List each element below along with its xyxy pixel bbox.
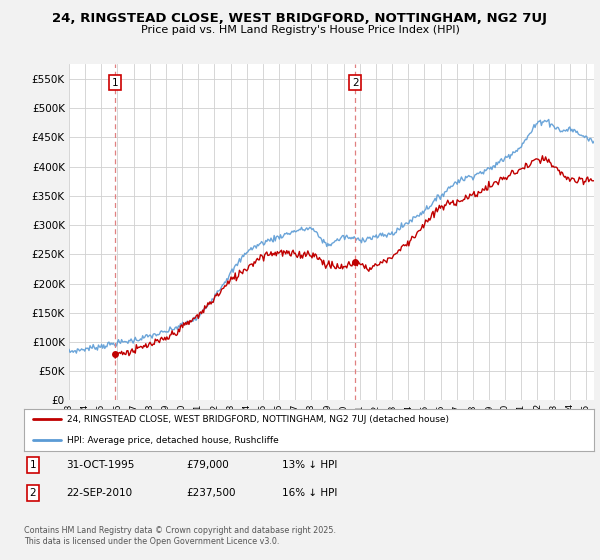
Text: 24, RINGSTEAD CLOSE, WEST BRIDGFORD, NOTTINGHAM, NG2 7UJ (detached house): 24, RINGSTEAD CLOSE, WEST BRIDGFORD, NOT… [67,415,449,424]
Text: 2: 2 [352,78,359,88]
Text: 22-SEP-2010: 22-SEP-2010 [66,488,132,498]
Text: 1: 1 [112,78,118,88]
Text: Price paid vs. HM Land Registry's House Price Index (HPI): Price paid vs. HM Land Registry's House … [140,25,460,35]
Text: 1: 1 [29,460,37,470]
Text: £79,000: £79,000 [186,460,229,470]
Text: HPI: Average price, detached house, Rushcliffe: HPI: Average price, detached house, Rush… [67,436,278,445]
Text: Contains HM Land Registry data © Crown copyright and database right 2025.
This d: Contains HM Land Registry data © Crown c… [24,526,336,546]
Text: 13% ↓ HPI: 13% ↓ HPI [282,460,337,470]
Text: 24, RINGSTEAD CLOSE, WEST BRIDGFORD, NOTTINGHAM, NG2 7UJ: 24, RINGSTEAD CLOSE, WEST BRIDGFORD, NOT… [53,12,548,25]
Text: £237,500: £237,500 [186,488,235,498]
Text: 16% ↓ HPI: 16% ↓ HPI [282,488,337,498]
Text: 31-OCT-1995: 31-OCT-1995 [66,460,134,470]
Text: 2: 2 [29,488,37,498]
